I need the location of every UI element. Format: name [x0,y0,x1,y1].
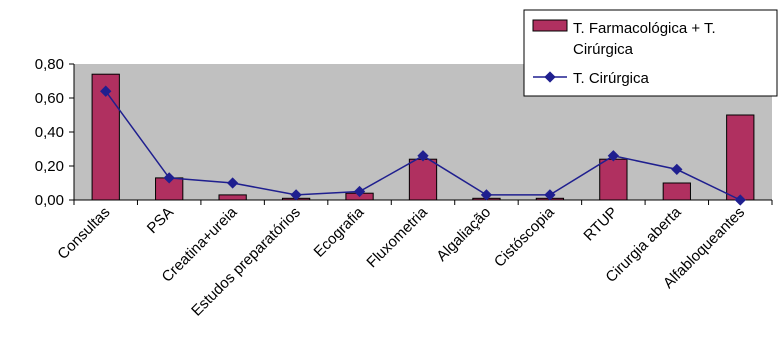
y-tick-label: 0,60 [35,90,64,107]
bar [218,194,247,201]
y-tick-label: 0,00 [35,192,64,209]
line-marker [290,189,302,201]
x-tick-label: Consultas [54,204,113,263]
legend-bar-swatch [532,19,568,32]
line-marker [226,177,239,189]
bar [408,158,438,201]
line-series [100,85,746,206]
line-marker [417,150,429,162]
x-tick-label: Fluxometria [363,203,431,271]
y-tick-label: 0,20 [35,158,64,175]
legend-bar-label-cont: Cirúrgica [573,41,634,58]
x-tick-label: Algaliação [433,204,494,265]
x-tick-label: Cistóscopia [491,203,558,270]
line-marker [607,150,620,162]
legend-line-label: T. Cirúrgica [573,70,650,87]
legend-bar-label: T. Farmacológica + T. [573,20,716,37]
bar [599,158,628,201]
bar [662,182,691,201]
line-marker [480,189,493,201]
x-axis [73,199,773,205]
y-axis: 0,00 0,20 0,40 0,60 0,80 [35,56,75,209]
x-tick-label: RTUP [580,204,621,245]
y-tick-label: 0,40 [35,124,64,141]
line-marker [163,172,175,184]
legend: T. Farmacológica + T. Cirúrgica T. Cirúr… [523,9,778,97]
line-marker [544,189,556,201]
x-tick-label: PSA [144,204,177,237]
line-marker [671,163,683,176]
bar [726,114,755,201]
line-marker [353,185,366,198]
y-tick-label: 0,80 [35,56,64,73]
x-tick-label: Estudos preparatórios [188,204,304,320]
x-tick-label: Ecografia [311,203,368,260]
line-marker [734,194,746,206]
